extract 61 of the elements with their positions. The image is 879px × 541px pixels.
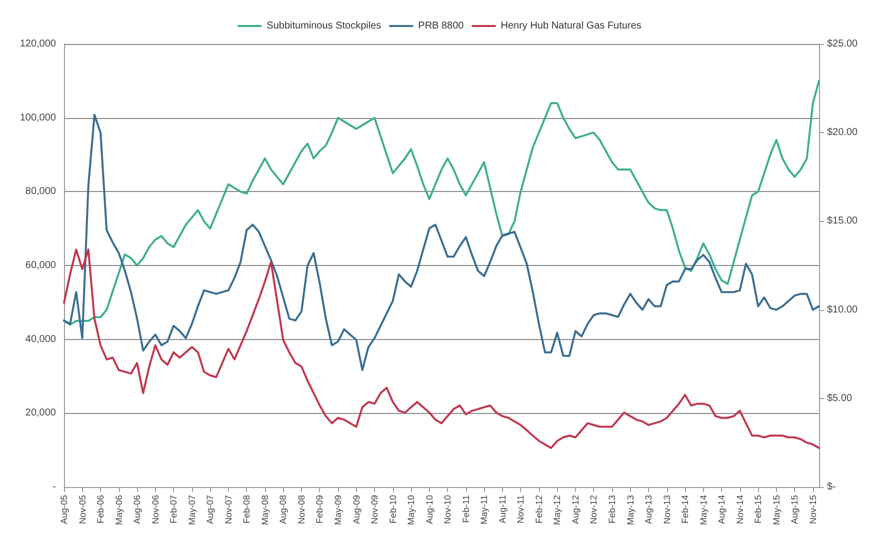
y2-tick-label: $10.00 xyxy=(827,304,858,316)
x-tick-label: Feb-07 xyxy=(168,495,179,524)
y2-tick-label: $- xyxy=(827,482,836,492)
x-tick-label: May-11 xyxy=(479,495,490,524)
y2-tick-label: $15.00 xyxy=(827,216,858,227)
x-tick-label: May-07 xyxy=(186,495,197,526)
x-tick-label: Feb-15 xyxy=(753,495,764,524)
x-tick-label: Nov-09 xyxy=(370,495,380,524)
legend-label: Henry Hub Natural Gas Futures xyxy=(500,20,642,32)
x-tick-label: May-12 xyxy=(552,495,562,526)
x-tick-label: Nov-07 xyxy=(223,495,234,524)
y-tick-label: 80,000 xyxy=(25,186,56,198)
legend-label: PRB 8800 xyxy=(418,20,464,32)
x-tick-label: Feb-14 xyxy=(680,495,690,524)
legend-label: Subbituminous Stockpiles xyxy=(266,20,382,32)
x-tick-label: Feb-11 xyxy=(460,495,471,523)
y-tick-label: 120,000 xyxy=(20,38,56,50)
x-tick-label: Aug-13 xyxy=(644,495,654,524)
x-tick-label: Nov-12 xyxy=(588,495,599,524)
x-tick-label: May-09 xyxy=(332,495,343,526)
x-tick-label: Aug-10 xyxy=(424,495,434,524)
x-tick-label: May-10 xyxy=(406,495,416,526)
y-tick-label: 20,000 xyxy=(25,408,56,419)
x-tick-label: May-14 xyxy=(698,495,708,526)
x-tick-label: Feb-08 xyxy=(242,495,252,524)
x-tick-label: Nov-05 xyxy=(77,495,88,524)
line-series xyxy=(63,248,820,450)
x-tick-label: May-13 xyxy=(625,495,636,526)
x-tick-label: Feb-12 xyxy=(534,495,544,524)
y2-tick-label: $25.00 xyxy=(827,38,858,50)
x-tick-label: Nov-08 xyxy=(296,495,306,524)
line-series xyxy=(63,114,820,372)
x-tick-label: May-15 xyxy=(771,495,782,526)
y2-tick-label: $20.00 xyxy=(827,127,858,138)
y-tick-label: - xyxy=(52,482,56,492)
x-tick-label: Feb-09 xyxy=(314,495,325,524)
x-tick-label: Feb-13 xyxy=(606,495,617,524)
x-tick-label: Feb-10 xyxy=(388,495,398,524)
x-tick-label: Aug-06 xyxy=(132,495,142,524)
x-tick-label: Nov-15 xyxy=(808,495,818,524)
x-tick-label: Nov-10 xyxy=(442,495,453,524)
y2-tick-label: $5.00 xyxy=(827,392,852,404)
x-tick-label: Aug-08 xyxy=(278,495,288,524)
y-tick-label: 40,000 xyxy=(25,334,56,345)
x-tick-label: Nov-06 xyxy=(150,495,160,524)
y-tick-label: 100,000 xyxy=(20,112,56,124)
x-tick-label: Feb-06 xyxy=(96,495,106,524)
x-tick-label: May-08 xyxy=(260,495,270,526)
x-tick-label: Aug-14 xyxy=(716,495,727,524)
x-tick-label: Nov-13 xyxy=(662,495,672,524)
x-tick-label: Nov-14 xyxy=(734,495,745,524)
x-tick-label: May-06 xyxy=(114,495,124,526)
x-tick-label: Aug-15 xyxy=(790,495,800,524)
x-tick-label: Aug-09 xyxy=(351,495,362,524)
x-tick-label: Nov-11 xyxy=(516,495,526,524)
line-series xyxy=(63,80,820,326)
x-tick-label: Aug-12 xyxy=(570,495,580,524)
y-tick-label: 60,000 xyxy=(25,260,56,271)
x-tick-label: Aug-07 xyxy=(205,495,216,524)
x-tick-label: Aug-11 xyxy=(497,495,508,524)
x-tick-label: Aug-05 xyxy=(59,495,69,524)
